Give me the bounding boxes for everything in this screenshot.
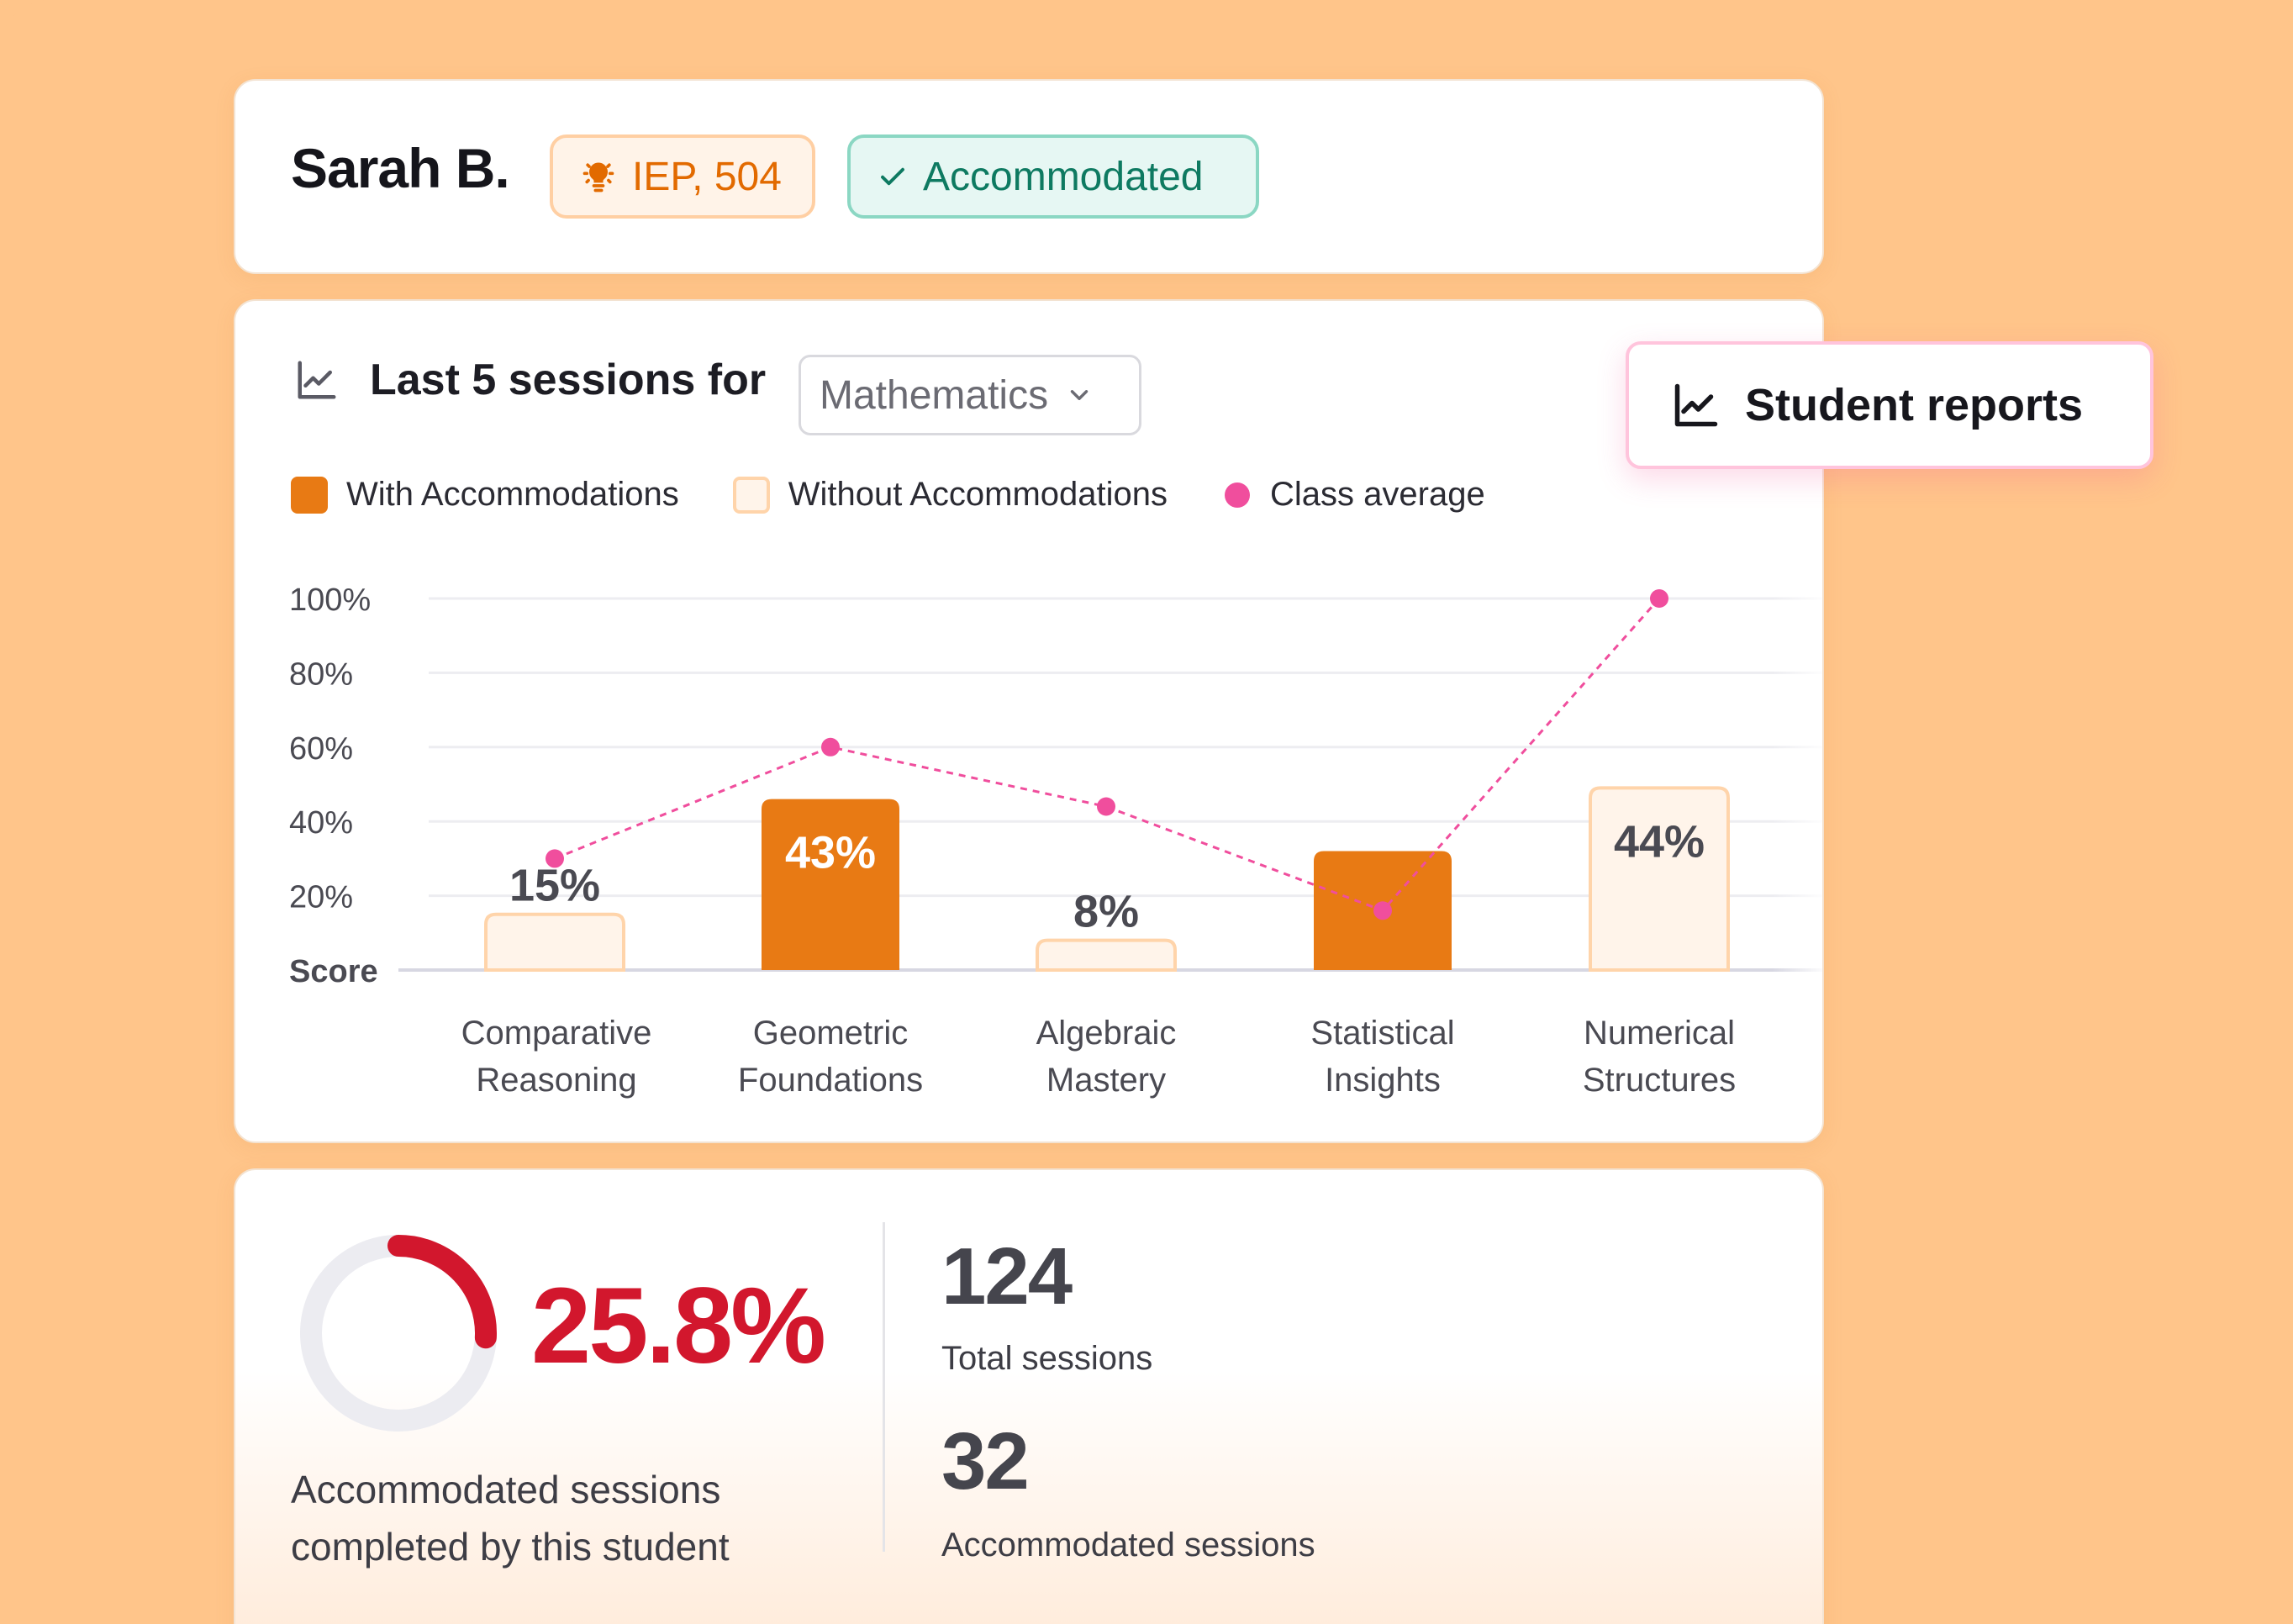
legend-swatch-without	[732, 476, 770, 514]
bar-without-accommodations	[1589, 786, 1730, 972]
accommodated-caption: Accommodated sessions completed by this …	[291, 1461, 829, 1575]
bar-without-accommodations	[484, 912, 625, 972]
bar-value-label: 44%	[1614, 816, 1705, 867]
student-reports-button[interactable]: Student reports	[1626, 341, 2153, 469]
class-average-point	[821, 737, 840, 757]
status-badge-label: Accommodated	[923, 154, 1204, 199]
y-tick-label: 40%	[289, 805, 353, 841]
accommodated-caption-line2: completed by this student	[291, 1525, 730, 1569]
subject-select[interactable]: Mathematics	[799, 355, 1141, 435]
session-stats-card: 25.8% Accommodated sessions completed by…	[234, 1168, 1824, 1624]
accommodated-sessions-value: 32	[941, 1416, 1030, 1506]
class-average-point	[1373, 901, 1392, 920]
accommodated-sessions-label: Accommodated sessions	[941, 1526, 1315, 1563]
bar-value-label: 43%	[785, 828, 876, 878]
x-category-label: Numerical	[1584, 1015, 1735, 1052]
y-tick-label: 60%	[289, 731, 353, 767]
sessions-chart-card: 100% 80% 60% 40% 20% Score 15% 43% 8% 44% Comparat…	[234, 299, 1824, 1143]
stats-divider	[883, 1222, 885, 1552]
line-chart-icon	[1674, 383, 1718, 427]
plan-badge-label: IEP, 504	[632, 154, 782, 199]
x-category-label: Structures	[1583, 1062, 1736, 1099]
legend-swatch-with	[291, 476, 328, 514]
legend-without-accommodations: Without Accommodations	[732, 476, 1168, 514]
legend-label-with: With Accommodations	[346, 476, 679, 513]
x-category-label: Mastery	[1046, 1062, 1166, 1099]
total-sessions-value: 124	[941, 1231, 1073, 1321]
class-average-point	[1097, 797, 1115, 816]
bar-with-accommodations	[762, 799, 899, 970]
x-category-label: Foundations	[738, 1062, 923, 1099]
class-average-point	[1650, 589, 1668, 608]
plan-badge: IEP, 504	[550, 134, 815, 219]
student-reports-label: Student reports	[1745, 380, 2084, 430]
y-axis-title: Score	[289, 954, 378, 989]
x-category-label: Statistical	[1310, 1015, 1454, 1052]
bar-without-accommodations	[1036, 938, 1177, 972]
y-tick-label: 20%	[289, 880, 353, 915]
legend-label-without: Without Accommodations	[788, 476, 1168, 513]
chart-title: Last 5 sessions for	[370, 356, 767, 404]
accommodated-ring-chart	[300, 1235, 497, 1432]
subject-select-value: Mathematics	[820, 372, 1049, 418]
chart-legend: With Accommodations Without Accommodatio…	[291, 476, 1539, 514]
x-category-label: Insights	[1325, 1062, 1441, 1099]
y-tick-label: 100%	[289, 583, 371, 618]
status-badge: Accommodated	[847, 134, 1259, 219]
x-category-label: Algebraic	[1036, 1015, 1177, 1052]
line-chart-icon	[298, 361, 336, 399]
student-header-card: Sarah B. IEP, 504 Accommodated	[234, 79, 1824, 274]
x-category-label: Comparative	[461, 1015, 652, 1052]
legend-dot-class-average	[1225, 482, 1251, 508]
lightbulb-icon	[582, 162, 614, 192]
sessions-chart: 100% 80% 60% 40% 20% Score 15% 43% 8% 44% Comparat…	[289, 583, 1822, 1099]
check-icon	[881, 167, 904, 186]
ring-progress	[387, 1235, 497, 1349]
legend-class-average: Class average	[1221, 476, 1485, 514]
legend-label-class-average: Class average	[1270, 476, 1485, 513]
bar-value-label: 8%	[1073, 887, 1139, 937]
y-tick-label: 80%	[289, 656, 353, 692]
class-average-point	[546, 849, 564, 868]
x-category-label: Geometric	[753, 1015, 909, 1052]
accommodated-percentage: 25.8%	[531, 1266, 826, 1386]
legend-with-accommodations: With Accommodations	[291, 476, 679, 514]
accommodated-caption-line1: Accommodated sessions	[291, 1468, 721, 1511]
student-name: Sarah B.	[291, 137, 510, 199]
bar-value-label: 15%	[509, 861, 600, 911]
chart-header: Last 5 sessions for	[294, 355, 766, 405]
total-sessions-label: Total sessions	[941, 1340, 1153, 1377]
class-average-line	[554, 598, 1661, 913]
x-category-label: Reasoning	[476, 1062, 636, 1099]
chevron-down-icon	[1070, 390, 1089, 400]
